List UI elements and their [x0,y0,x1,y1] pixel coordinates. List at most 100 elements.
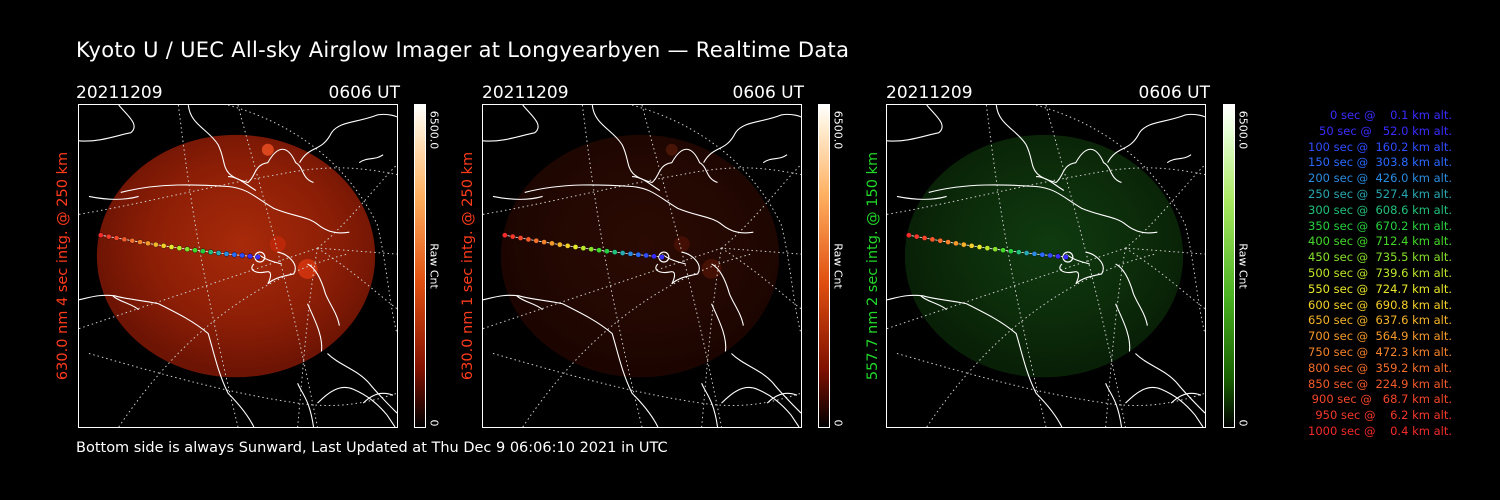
coastline [307,303,323,352]
coastline [251,251,296,285]
trajectory-point [223,251,230,257]
trajectory-point [992,246,999,252]
coastline [995,105,1122,184]
legend-row: 0 sec @ 0.1 km alt. [1319,108,1452,122]
panel-3-time: 0606 UT [1138,83,1211,103]
grid-line [1125,247,1205,310]
grid-line [631,105,801,334]
grid-line [79,167,397,215]
trajectory-point [153,241,159,248]
grid-line [227,105,397,334]
trajectory-point [937,237,944,244]
trajectory-point [231,251,238,258]
coastline [88,195,139,200]
panel-1-label-text: 630.0 nm 4 sec intg. @ 250 km [55,151,71,381]
legend-row: 1000 sec @ 0.4 km alt. [1308,423,1452,438]
coastline [711,303,727,352]
trajectory-point [105,233,112,240]
trajectory-point [247,253,253,260]
trajectory-point [921,235,928,241]
trajectory-legend: 0 sec @ 0.1 km alt. 50 sec @ 52.0 km alt… [1262,108,1452,440]
sky-map [79,105,397,427]
footer-status: Bottom side is always Sunward, Last Upda… [76,440,668,456]
legend-row: 600 sec @ 690.8 km alt. [1304,297,1452,312]
trajectory-point [215,250,222,256]
trajectory-point [604,248,610,254]
trajectory-point [137,239,143,245]
coastline [591,105,718,184]
panel-2-time: 0606 UT [732,83,805,103]
trajectory-point [98,232,104,238]
grid-line [1035,105,1205,334]
coastline [632,176,661,191]
trajectory-point [255,254,261,260]
coastline [79,105,135,142]
trajectory-point [517,235,524,241]
sky-map [887,105,1205,427]
coastline [1107,113,1205,163]
legend-row: 950 sec @ 6.2 km alt. [1311,408,1452,423]
coastline [299,113,397,163]
colorbar-3-unit-text: Raw Cnt [1236,243,1250,289]
trajectory-point [184,246,191,252]
colorbar-panel-3 [1223,104,1235,428]
coastline [701,383,719,427]
colorbar-2-max-text: 6500.0 [831,110,845,150]
panel-3-label-text: 557.7 nm 2 sec intg. @ 150 km [865,151,881,381]
panel-1-date: 20211209 [76,83,163,103]
legend-row: 250 sec @ 527.4 km alt. [1304,186,1452,201]
trajectory-point [635,251,642,258]
coastline [492,195,543,200]
coastline [297,383,315,427]
legend-row: 800 sec @ 359.2 km alt. [1304,360,1452,375]
trajectory-point [984,245,991,251]
legend-row: 550 sec @ 724.7 km alt. [1304,281,1452,296]
trajectory-point [129,237,136,244]
trajectory-point [1063,254,1069,260]
airglow-image-557-2s[interactable] [886,104,1206,428]
coastline [655,251,700,285]
grid-line [721,247,801,310]
coastline [516,295,544,311]
trajectory-point [525,236,532,243]
trajectory-point [619,250,626,256]
colorbar-panel-2 [818,104,830,428]
trajectory-point [611,249,618,255]
trajectory-point [968,243,975,249]
legend-row: 350 sec @ 670.2 km alt. [1304,218,1452,233]
airglow-image-630-4s[interactable] [78,104,398,428]
trajectory-point [207,249,214,255]
coastline [327,353,397,414]
legend-row: 200 sec @ 426.0 km alt. [1304,171,1452,186]
airglow-image-630-1s[interactable] [482,104,802,428]
coastline [483,294,659,427]
coastline [524,184,754,234]
grid-line [297,248,318,427]
legend-row: 900 sec @ 68.7 km alt. [1308,392,1452,407]
trajectory-point [906,232,912,238]
trajectory-point [929,236,936,243]
coastline [1036,176,1065,191]
trajectory-point [1023,250,1030,256]
legend-row: 650 sec @ 637.6 km alt. [1304,313,1452,328]
coastline [766,392,798,404]
coastline [120,184,350,234]
trajectory-point [945,239,951,245]
trajectory-point [1047,252,1053,259]
trajectory-point [651,253,657,260]
coastline [703,113,801,163]
grid-line [1105,248,1126,427]
trajectory-point [572,244,579,250]
legend-row: 400 sec @ 712.4 km alt. [1304,234,1452,249]
coastline [1115,303,1131,352]
trajectory-point [1039,251,1046,258]
trajectory-point [913,233,920,240]
trajectory-point [541,239,547,245]
colorbar-1-max-text: 6500.0 [427,110,441,150]
trajectory-point [168,244,175,250]
coastline [1115,263,1148,326]
colorbar-2-unit-text: Raw Cnt [831,243,845,289]
trajectory-point [659,254,665,260]
colorbar-2-min-text: 0 [831,419,845,427]
coastline [358,154,384,164]
